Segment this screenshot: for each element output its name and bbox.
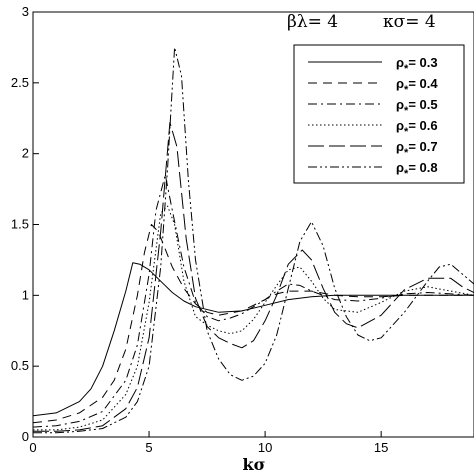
annotation-2: κσ= 4: [383, 12, 436, 32]
annotation-1: βλ= 4: [287, 12, 338, 32]
y-tick-label: 1: [22, 287, 29, 302]
y-tick-label: 0: [22, 429, 29, 444]
y-tick-label: 2: [22, 146, 29, 161]
series-line-5: [33, 122, 474, 432]
x-tick-label: 5: [145, 440, 152, 455]
legend-label-2: ρ*= 0.4: [396, 76, 438, 96]
series-group: [33, 46, 474, 434]
legend-label-6: ρ*= 0.8: [396, 160, 438, 180]
y-tick-label: 0.5: [11, 358, 29, 373]
series-line-1: [33, 262, 474, 417]
legend-label-1: ρ*= 0.3: [396, 55, 438, 75]
tick-group: 0 5 10 15 0 0.5 1 1.5 2 2.5 3: [11, 4, 388, 455]
x-tick-label: 15: [374, 440, 388, 455]
series-line-6: [33, 46, 474, 434]
annotation-group: βλ= 4 κσ= 4: [287, 12, 436, 32]
legend-label-4: ρ*= 0.6: [396, 118, 438, 138]
series-line-4: [33, 205, 474, 431]
legend-label-3: ρ*= 0.5: [396, 97, 438, 117]
x-axis-title: kσ: [243, 455, 266, 474]
y-tick-label: 1.5: [11, 217, 29, 232]
legend: ρ*= 0.3ρ*= 0.4ρ*= 0.5ρ*= 0.6ρ*= 0.7ρ*= 0…: [293, 44, 465, 184]
series-line-2: [33, 224, 474, 424]
legend-box: [293, 44, 465, 184]
legend-label-5: ρ*= 0.7: [396, 139, 438, 159]
y-tick-label: 2.5: [11, 75, 29, 90]
x-tick-label: 10: [258, 440, 272, 455]
x-tick-label: 0: [29, 440, 36, 455]
y-tick-label: 3: [22, 4, 29, 19]
series-line-3: [33, 174, 474, 428]
